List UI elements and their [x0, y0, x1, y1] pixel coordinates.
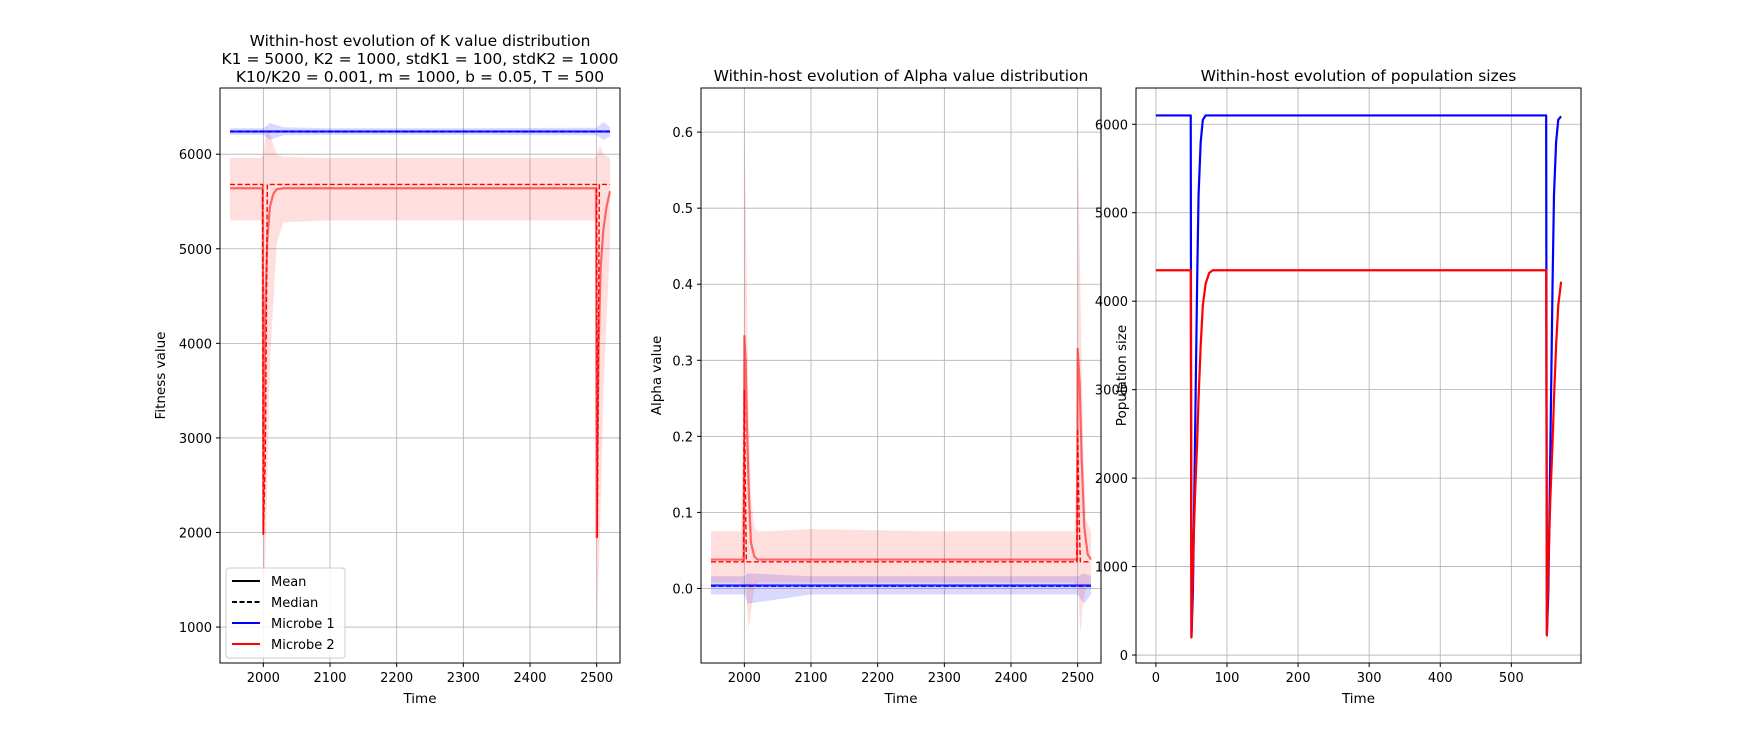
- legend-label: Mean: [271, 575, 306, 590]
- y-axis-label: Alpha value: [649, 336, 665, 416]
- axes-frame: [700, 87, 1102, 664]
- legend-box: [225, 567, 346, 659]
- series-line-microbe-2-mean: [230, 187, 612, 539]
- x-tick-label: 2100: [313, 671, 346, 686]
- y-tick-label: 6000: [1095, 118, 1128, 133]
- series-line-microbe-2-median: [230, 183, 610, 538]
- y-tick-label: 6000: [179, 148, 212, 163]
- chart-panel-1: 2000 2100 2200 2300 2400 2500 1000 2000 3000 4000…: [153, 32, 621, 707]
- series-line-microbe-2: [1155, 269, 1563, 639]
- plot-data: [711, 116, 1092, 635]
- x-axis-label: Time: [402, 691, 436, 707]
- x-tick-label: 2300: [447, 671, 480, 686]
- y-tick-label: 2000: [179, 526, 212, 541]
- axes-frame: [219, 87, 621, 664]
- x-tick-label: 2000: [728, 671, 761, 686]
- y-tick-label: 0: [1120, 649, 1128, 664]
- legend-label: Microbe 2: [271, 638, 335, 653]
- y-tick-label: 5000: [1095, 207, 1128, 222]
- y-tick-label: 0.2: [672, 430, 693, 445]
- x-axis-label: Time: [883, 691, 917, 707]
- x-tick-label: 2100: [794, 671, 827, 686]
- chart-title-line-2: K1 = 5000, K2 = 1000, stdK1 = 100, stdK2…: [222, 50, 619, 68]
- chart-title: Within-host evolution of Alpha value dis…: [714, 67, 1089, 85]
- chart-title-line-3: K10/K20 = 0.001, m = 1000, b = 0.05, T =…: [236, 68, 604, 86]
- y-tick-label: 1000: [1095, 561, 1128, 576]
- y-tick-label: 0.4: [672, 278, 693, 293]
- y-axis-label: Population size: [1114, 325, 1130, 426]
- y-tick-label: 1000: [179, 621, 212, 636]
- x-tick-label: 2200: [380, 671, 413, 686]
- plot-data: [230, 122, 612, 639]
- x-tick-label: 500: [1499, 671, 1524, 686]
- y-tick-label: 3000: [1095, 384, 1128, 399]
- y-axis-label: Fitness value: [153, 332, 169, 420]
- chart-title-line-1: Within-host evolution of K value distrib…: [250, 32, 591, 50]
- legend: Mean Median Microbe 1 Microbe 2: [225, 567, 346, 659]
- series-line-microbe-2-median: [711, 390, 1091, 563]
- x-tick-label: 2400: [994, 671, 1027, 686]
- y-tick-label: 5000: [179, 243, 212, 258]
- y-tick-label: 4000: [179, 337, 212, 352]
- chart-panel-2: 2000 2100 2200 2300 2400 2500 0.0 0.1 0.2 0.3 0.4 0…: [649, 67, 1102, 707]
- axes-frame: [1135, 87, 1582, 664]
- x-tick-label: 400: [1428, 671, 1453, 686]
- legend-label: Microbe 1: [271, 617, 335, 632]
- y-tick-label: 0.6: [672, 126, 693, 141]
- y-tick-label: 0.3: [672, 354, 693, 369]
- band-microbe-2: [711, 116, 1091, 635]
- y-tick-label: 0.0: [672, 582, 693, 597]
- x-tick-label: 2400: [513, 671, 546, 686]
- band-microbe-1: [711, 573, 1091, 604]
- series-line-microbe-2-mean: [711, 334, 1092, 561]
- band-microbe-2: [230, 125, 610, 639]
- x-tick-label: 2500: [1061, 671, 1094, 686]
- y-tick-label: 0.1: [672, 506, 693, 521]
- x-axis-label: Time: [1341, 691, 1375, 707]
- series-line-microbe-1: [1155, 114, 1562, 639]
- y-tick-label: 4000: [1095, 295, 1128, 310]
- x-tick-label: 2000: [247, 671, 280, 686]
- x-tick-label: 300: [1357, 671, 1382, 686]
- x-tick-label: 100: [1215, 671, 1240, 686]
- y-tick-label: 3000: [179, 432, 212, 447]
- plot-data: [1155, 114, 1563, 639]
- legend-label: Median: [271, 596, 318, 611]
- chart-panel-3: 0 100 200 300 400 500010002000300040005000600…: [1095, 67, 1582, 707]
- x-tick-label: 2300: [928, 671, 961, 686]
- x-tick-label: 2200: [861, 671, 894, 686]
- chart-title: Within-host evolution of population size…: [1201, 67, 1517, 85]
- x-tick-label: 2500: [580, 671, 613, 686]
- y-tick-label: 0.5: [672, 202, 693, 217]
- x-tick-label: 0: [1152, 671, 1160, 686]
- x-tick-label: 200: [1286, 671, 1311, 686]
- y-tick-label: 2000: [1095, 472, 1128, 487]
